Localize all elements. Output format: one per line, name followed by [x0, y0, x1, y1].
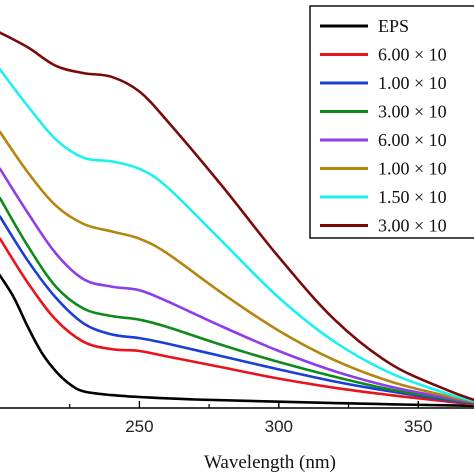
legend-box — [309, 5, 474, 239]
x-tick-label-2: 350 — [404, 417, 432, 436]
x-axis-title: Wavelength (nm) — [204, 452, 336, 473]
legend: EPS 6.00 × 10 1.00 × 10 3.00 × 10 6.00 × 10 1… — [309, 5, 474, 239]
x-tick-label-0: 250 — [125, 417, 153, 436]
series-line-0 — [0, 274, 474, 408]
x-tick-label-1: 300 — [265, 417, 293, 436]
axes: 250 300 350 — [0, 401, 474, 436]
series-line-6 — [0, 68, 474, 403]
series-line-5 — [0, 130, 474, 403]
series-line-1 — [0, 237, 474, 406]
legend-label-4: 6.00 × 10 — [378, 130, 447, 150]
legend-label-2: 1.00 × 10 — [378, 73, 447, 93]
series-line-3 — [0, 196, 474, 405]
legend-label-3: 3.00 × 10 — [378, 102, 447, 122]
legend-label-5: 1.00 × 10 — [378, 159, 447, 179]
series-line-4 — [0, 167, 474, 404]
legend-label-1: 6.00 × 10 — [378, 45, 447, 65]
series-line-2 — [0, 215, 474, 405]
legend-label-0: EPS — [378, 16, 409, 36]
series-line-7 — [0, 31, 474, 402]
legend-label-6: 1.50 × 10 — [378, 187, 447, 207]
legend-label-7: 3.00 × 10 — [378, 216, 447, 236]
plot-area — [0, 31, 474, 408]
